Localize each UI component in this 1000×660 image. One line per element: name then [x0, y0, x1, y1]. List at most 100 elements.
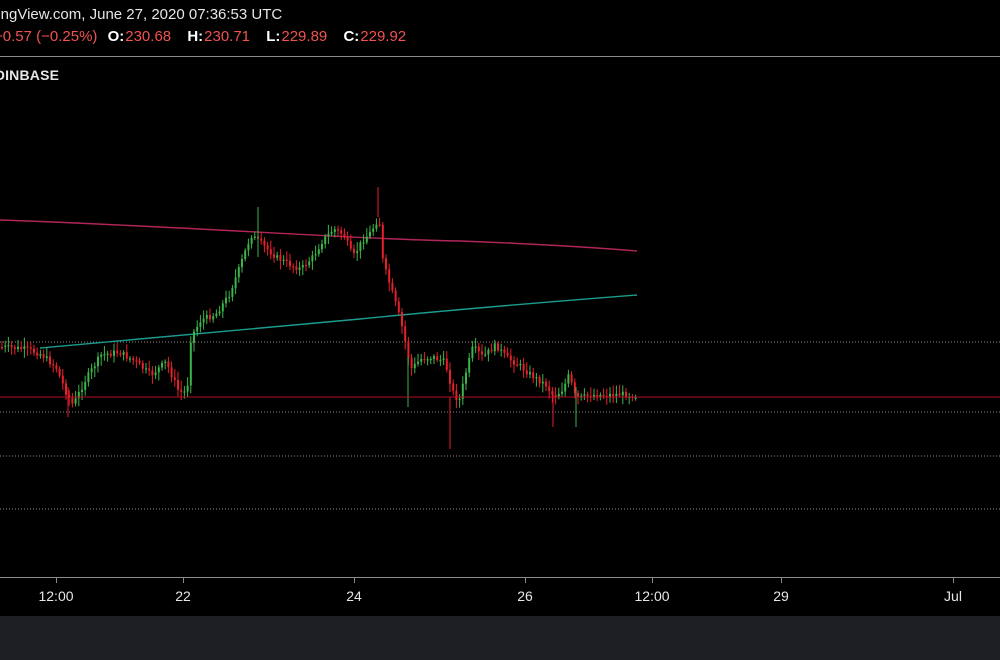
candle-body [122, 352, 125, 355]
candle-body [612, 393, 615, 397]
candle-68 [218, 305, 221, 316]
candle-body [145, 368, 147, 370]
candle-164 [525, 362, 528, 378]
candle-157 [503, 345, 506, 359]
candle-body [618, 393, 621, 396]
candle-body [119, 353, 122, 355]
candle-178 [570, 371, 573, 386]
candle-177 [567, 369, 570, 388]
candle-163 [522, 357, 525, 378]
candle-112 [359, 240, 362, 259]
candle-body [369, 231, 371, 237]
low-value: 229.89 [281, 28, 328, 45]
candle-48 [154, 365, 157, 380]
candle-27 [87, 368, 90, 387]
candle-body [605, 395, 608, 398]
candle-body [279, 255, 282, 261]
candle-body [42, 354, 45, 358]
candle-body [541, 381, 544, 384]
x-tick-label: 22 [175, 588, 191, 604]
candle-55 [177, 371, 179, 397]
x-tick-label: 26 [517, 588, 533, 604]
candle-body [241, 259, 243, 268]
candle-36 [116, 342, 119, 357]
candle-167 [535, 372, 538, 387]
candle-body [529, 372, 531, 375]
candle-body [599, 394, 602, 398]
high-value: 230.71 [204, 28, 251, 45]
candle-35 [113, 343, 115, 363]
candle-133 [426, 356, 429, 366]
x-tick-mark [953, 578, 954, 583]
candle-body [81, 389, 83, 393]
candle-body [221, 303, 224, 312]
candle-body [452, 383, 455, 391]
candle-body [77, 392, 80, 399]
candle-130 [417, 353, 419, 367]
candle-body [103, 354, 106, 356]
candle-107 [343, 228, 346, 240]
candle-body [538, 377, 541, 384]
candle-151 [484, 346, 487, 358]
candle-body [497, 343, 499, 351]
candle-0 [1, 341, 3, 350]
candle-161 [516, 357, 519, 367]
candle-49 [157, 364, 160, 381]
candle-body [244, 250, 247, 260]
candle-body [564, 383, 567, 392]
candle-149 [477, 342, 480, 360]
candle-31 [100, 351, 103, 366]
candle-32 [103, 346, 106, 361]
candle-109 [349, 234, 352, 252]
candle-body [167, 361, 170, 368]
candle-78 [250, 235, 253, 249]
candle-body [455, 390, 458, 401]
candle-body [468, 358, 471, 373]
candle-76 [244, 248, 247, 262]
candle-body [151, 370, 154, 376]
candle-body [413, 363, 416, 369]
candle-body [170, 367, 173, 378]
candle-7 [23, 337, 26, 358]
candle-144 [461, 376, 464, 405]
candle-104 [333, 226, 336, 238]
candle-124 [397, 297, 400, 315]
candle-body [401, 312, 403, 327]
candle-body [228, 296, 231, 299]
candle-body [343, 233, 346, 237]
time-axis[interactable]: 12:00 22 24 26 12:00 29 Jul [0, 578, 1000, 616]
candle-body [625, 391, 627, 398]
candle-body [205, 314, 208, 319]
candle-body [353, 248, 355, 253]
candle-20 [65, 379, 67, 400]
candle-162 [519, 359, 522, 371]
candle-body [397, 301, 400, 313]
x-tick-label: 12:00 [634, 588, 670, 604]
candle-143 [458, 394, 461, 408]
open-value: 230.68 [125, 28, 172, 45]
candle-body [471, 346, 474, 359]
price-chart[interactable] [0, 57, 1000, 577]
candle-body [570, 374, 573, 383]
candle-body [461, 383, 464, 399]
candle-body [141, 362, 144, 369]
candle-body [548, 386, 551, 392]
candle-92 [295, 260, 298, 275]
candle-body [49, 356, 51, 365]
candle-153 [490, 343, 493, 354]
candle-155 [497, 341, 499, 353]
candle-148 [474, 337, 477, 354]
candle-body [266, 245, 269, 250]
exchange-label: OINBASE [0, 67, 60, 83]
candle-169 [541, 373, 544, 393]
candle-11 [36, 347, 39, 360]
candle-body [500, 349, 503, 351]
candle-187 [599, 392, 602, 401]
candle-116 [372, 224, 375, 236]
x-tick-label: 12:00 [38, 588, 74, 604]
candle-115 [369, 225, 371, 240]
candle-158 [506, 347, 509, 358]
candle-118 [378, 217, 381, 227]
candle-body [519, 363, 522, 366]
candle-body [503, 349, 506, 353]
